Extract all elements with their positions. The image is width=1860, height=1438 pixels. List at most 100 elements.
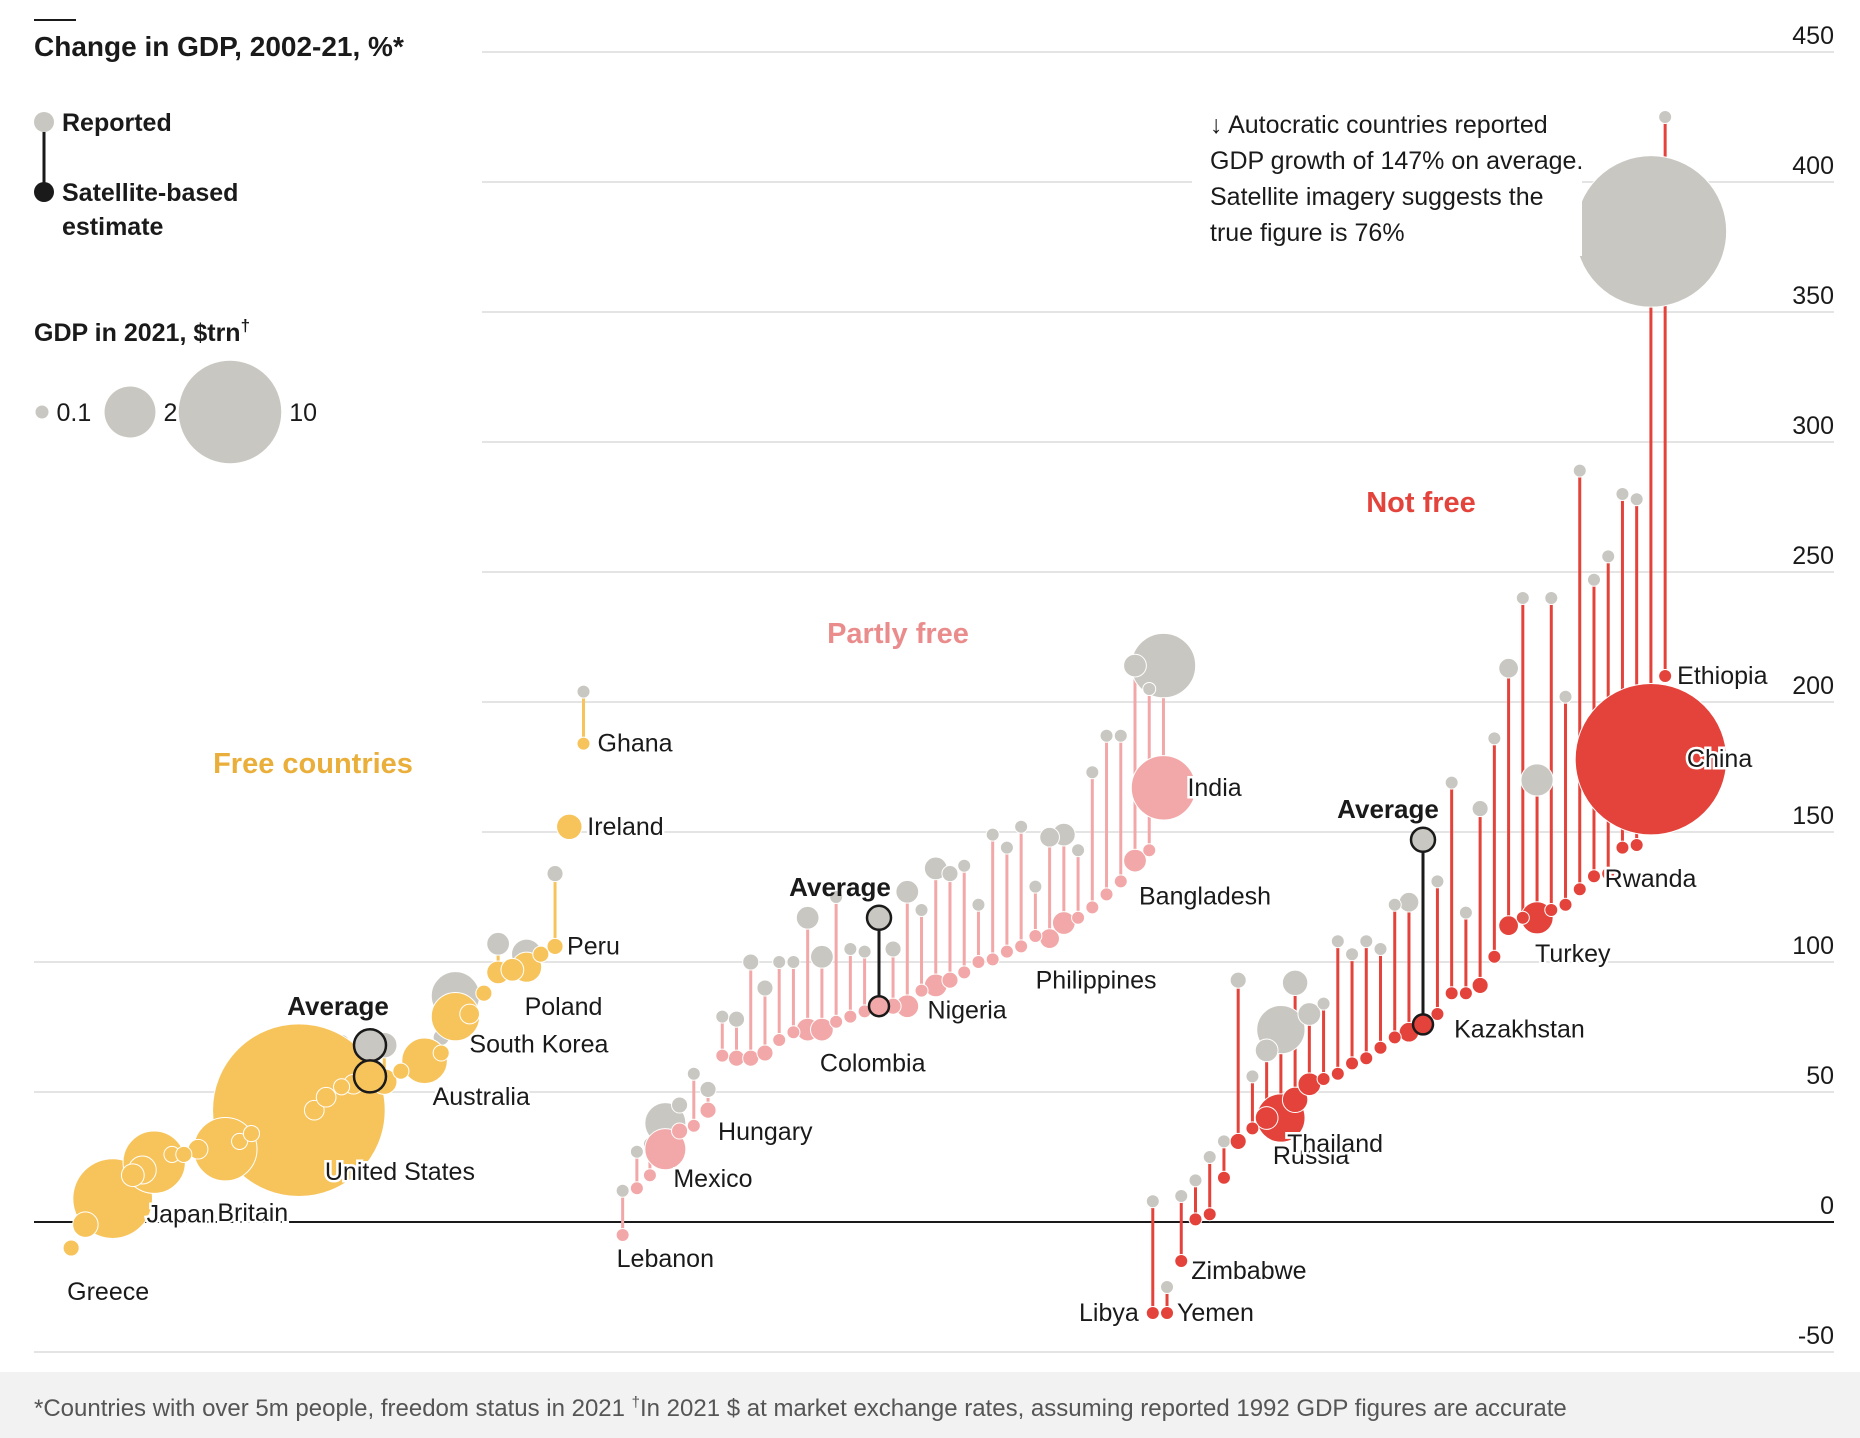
reported-point <box>1028 879 1043 894</box>
reported-point <box>615 1183 630 1198</box>
country-label: Japan <box>147 1201 215 1229</box>
country-label: Peru <box>567 932 620 960</box>
group-label-not-free: Not free <box>1366 487 1476 519</box>
reported-point <box>486 931 511 956</box>
y-tick-label: 350 <box>1792 282 1834 310</box>
satellite-point <box>1254 1106 1279 1130</box>
reported-point <box>1387 897 1402 912</box>
country-label: South Korea <box>469 1031 608 1059</box>
average-reported-point <box>1409 826 1437 854</box>
country-label: Nigeria <box>928 997 1007 1025</box>
reported-point <box>1430 874 1445 889</box>
satellite-point <box>1085 900 1100 915</box>
satellite-point <box>1373 1040 1388 1055</box>
satellite-point <box>971 955 986 969</box>
reported-point <box>985 827 1000 842</box>
satellite-point <box>1586 869 1601 884</box>
satellite-point <box>242 1125 260 1143</box>
reported-point <box>1245 1069 1260 1084</box>
satellite-point <box>1558 897 1573 912</box>
country-label: United States <box>325 1158 475 1186</box>
satellite-point <box>556 813 583 841</box>
satellite-point <box>629 1181 644 1196</box>
y-axis-ticks: -50 0 50 100 150 200 250 300 350 400 450 <box>1792 22 1834 1350</box>
legend-size-title-text: GDP in 2021, $trn <box>34 319 241 347</box>
satellite-point <box>72 1211 99 1238</box>
satellite-point <box>772 1033 787 1047</box>
size-legend-circle <box>35 405 49 419</box>
legend-reported-label: Reported <box>62 109 172 137</box>
satellite-point <box>546 937 564 955</box>
average-label: Average <box>287 991 389 1021</box>
reported-point <box>1113 728 1128 743</box>
satellite-point <box>1515 910 1530 925</box>
satellite-point <box>1316 1072 1331 1086</box>
satellite-point <box>1572 882 1587 897</box>
reported-point <box>1039 826 1060 848</box>
country-label: Greece <box>67 1278 149 1306</box>
average-label: Average <box>1337 794 1439 824</box>
satellite-point <box>985 952 1000 967</box>
reported-point <box>1085 765 1100 780</box>
size-legend-label: 10 <box>289 399 317 427</box>
satellite-point <box>392 1062 410 1080</box>
country-label: Bangladesh <box>1139 883 1271 911</box>
reported-point <box>727 1010 746 1028</box>
country-label: Colombia <box>820 1050 926 1078</box>
legend-satellite-label-1: Satellite-based <box>62 179 238 207</box>
y-tick-label: 450 <box>1792 22 1834 50</box>
annotation-line: ↓ Autocratic countries reported <box>1210 111 1548 139</box>
reported-point <box>1572 463 1587 478</box>
satellite-point <box>1145 1306 1160 1320</box>
reported-point <box>957 858 972 873</box>
legend-satellite-dot <box>34 182 54 202</box>
y-tick-label: 50 <box>1806 1062 1834 1090</box>
reported-point <box>1558 689 1573 704</box>
country-labels: Greece Japan Britain United States Australia… <box>65 660 1770 1330</box>
satellite-point <box>1188 1212 1203 1227</box>
country-label: Ireland <box>587 813 663 841</box>
satellite-point <box>715 1048 730 1063</box>
annotation-line: GDP growth of 147% on average. <box>1210 147 1583 175</box>
country-label: Britain <box>217 1199 288 1227</box>
country-label: Russia <box>1273 1142 1350 1170</box>
average-satellite-point <box>1411 1013 1435 1036</box>
size-legend-circle <box>104 386 156 438</box>
satellite-point <box>686 1118 701 1133</box>
satellite-point <box>1387 1030 1402 1045</box>
country-label: Philippines <box>1036 967 1157 995</box>
legend-size-title-dagger: † <box>241 316 250 335</box>
data-marks: Average Average Average <box>62 110 1728 1320</box>
reported-point <box>914 903 929 917</box>
chart-title: Change in GDP, 2002-21, %* <box>34 31 404 62</box>
reported-point <box>1099 728 1114 743</box>
satellite-point <box>999 944 1014 959</box>
reported-point <box>699 1080 717 1098</box>
reported-point <box>671 1096 689 1114</box>
satellite-point <box>644 1128 687 1171</box>
size-legend-circle <box>178 360 282 464</box>
satellite-point <box>1142 843 1157 858</box>
reported-point <box>810 944 834 969</box>
satellite-point <box>914 983 929 998</box>
satellite-point <box>1130 755 1197 821</box>
satellite-point <box>786 1025 801 1040</box>
reported-point <box>1398 891 1420 913</box>
reported-point <box>756 979 774 997</box>
reported-point <box>786 955 801 969</box>
satellite-point <box>1174 1254 1189 1268</box>
annotation-line: true figure is 76% <box>1210 219 1405 247</box>
legend-reported-dot <box>34 112 54 132</box>
reported-point <box>971 897 986 912</box>
reported-point <box>715 1009 730 1024</box>
satellite-point <box>1345 1056 1360 1071</box>
country-label: Kazakhstan <box>1454 1015 1585 1043</box>
satellite-point <box>1014 939 1029 954</box>
size-legend-label: 2 <box>163 399 177 427</box>
reported-point <box>629 1144 644 1159</box>
satellite-point <box>829 1014 844 1029</box>
series-notfree <box>1145 110 1728 1320</box>
y-tick-label: 300 <box>1792 412 1834 440</box>
average-reported-point <box>352 1027 388 1063</box>
reported-point <box>1174 1189 1189 1203</box>
